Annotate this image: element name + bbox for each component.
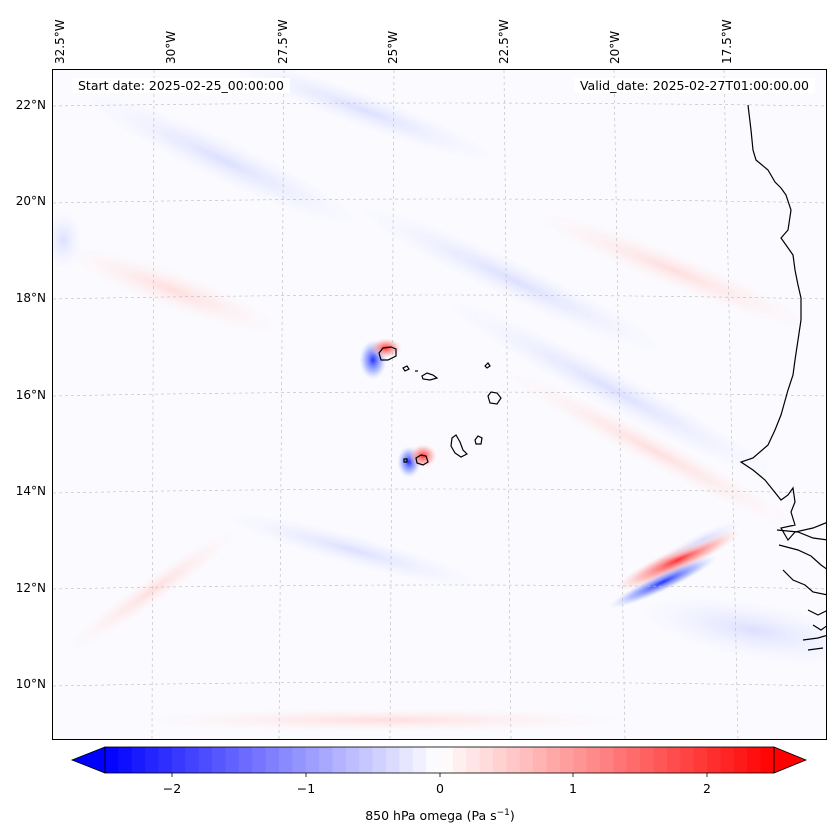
colorbar-segment [198,747,213,773]
colorbar-segment [533,747,548,773]
lon-tick-label: 27.5°W [276,19,290,64]
lon-tick-label: 32.5°W [53,19,67,64]
lat-tick-label: 22°N [15,98,46,112]
colorbar-segment [760,747,775,773]
colorbar-segment [252,747,267,773]
colorbar-tick-label: −1 [296,781,316,796]
colorbar-segment [546,747,561,773]
colorbar-segment [105,747,119,773]
colorbar-segment [626,747,641,773]
colorbar-segment [613,747,628,773]
colorbar-segment [666,747,681,773]
colorbar-label-exponent: −1 [496,808,510,818]
colorbar-segment [452,747,467,773]
field-bands [53,70,826,732]
start-date-label: Start date: 2025-02-25_00:00:00 [72,78,290,93]
colorbar-label: 850 hPa omega (Pa s−1) [0,808,837,823]
coastline-africa [739,104,826,651]
colorbar-tick-label: 0 [436,781,444,796]
colorbar-segment [185,747,200,773]
colorbar-segment [372,747,387,773]
colorbar-segment [426,747,441,773]
graticule [53,70,826,739]
colorbar-segment [359,747,374,773]
colorbar-segment [171,747,186,773]
colorbar-segment [559,747,574,773]
colorbar-label-close: ) [509,808,515,824]
colorbar-extend-high [773,746,808,774]
colorbar-segment [145,747,160,773]
colorbar-tick-label: 2 [703,781,711,796]
lat-tick-label: 10°N [15,677,46,691]
lon-tick-label: 25°W [386,30,400,64]
colorbar-segment [506,747,521,773]
colorbar-label-text: 850 hPa omega (Pa s [365,808,497,824]
colorbar-segment [707,747,722,773]
colorbar-segment [720,747,735,773]
map-panel [52,69,827,740]
colorbar-segment [265,747,280,773]
colorbar-segment [493,747,507,773]
colorbar-segment [519,747,534,773]
lon-tick-label: 30°W [164,30,178,64]
colorbar-segment [479,747,494,773]
colorbar-segment [305,747,320,773]
colorbar-segment [680,747,695,773]
lon-tick-label: 20°W [608,30,622,64]
lat-tick-label: 20°N [15,194,46,208]
colorbar-segment [399,747,414,773]
field-strong-features [359,338,744,609]
colorbar-segment [238,747,253,773]
colorbar-segment [600,747,615,773]
colorbar-segment [573,747,588,773]
colorbar-segment [131,747,146,773]
lat-tick-label: 14°N [15,484,46,498]
lon-tick-label: 22.5°W [497,19,511,64]
colorbar-segment [345,747,360,773]
colorbar-segment [693,747,708,773]
colorbar-segment [653,747,668,773]
valid-date-label: Valid_date: 2025-02-27T01:00:00.00 [573,78,815,93]
colorbar-segment [747,747,762,773]
colorbar-segment [586,747,601,773]
cape-verde-islands [378,346,502,466]
colorbar-segment [225,747,240,773]
colorbar-segment [640,747,655,773]
colorbar-segment [332,747,347,773]
colorbar-segment [158,747,173,773]
colorbar-segment [439,747,454,773]
lat-tick-label: 16°N [15,388,46,402]
lat-tick-label: 12°N [15,581,46,595]
lat-tick-label: 18°N [15,291,46,305]
colorbar-segments [105,747,775,773]
colorbar-segment [118,747,133,773]
lon-tick-label: 17.5°W [720,19,734,64]
colorbar-segment [385,747,400,773]
colorbar-segment [278,747,293,773]
colorbar-segment [319,747,334,773]
colorbar-segment [466,747,481,773]
colorbar-extend-low [70,746,106,774]
omega-field-map [53,70,826,739]
colorbar-segment [412,747,427,773]
colorbar-tick-label: 1 [569,781,577,796]
colorbar-segment [292,747,307,773]
colorbar-tick-label: −2 [162,781,182,796]
colorbar-segment [212,747,227,773]
colorbar-segment [733,747,748,773]
colorbar-outline [104,746,775,774]
